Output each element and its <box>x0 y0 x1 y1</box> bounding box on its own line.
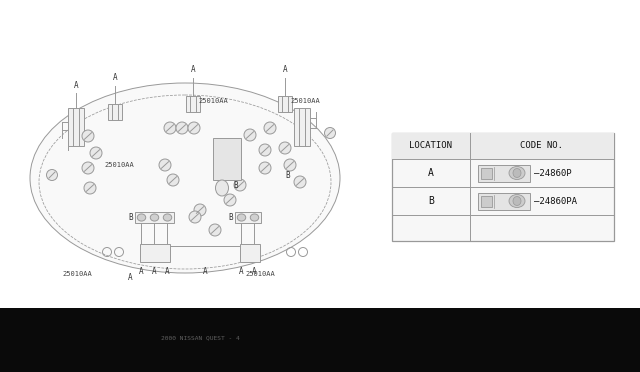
Bar <box>478 192 530 209</box>
Text: A: A <box>164 267 170 276</box>
Ellipse shape <box>216 180 228 196</box>
Circle shape <box>224 194 236 206</box>
Text: 25010AA: 25010AA <box>62 271 92 277</box>
Ellipse shape <box>150 214 159 221</box>
Circle shape <box>176 122 188 134</box>
Text: A: A <box>239 267 243 276</box>
Text: B: B <box>428 196 434 206</box>
Text: A: A <box>428 168 434 178</box>
Text: A: A <box>252 267 256 276</box>
Text: B: B <box>233 180 237 189</box>
Ellipse shape <box>163 214 172 221</box>
Circle shape <box>82 130 94 142</box>
Ellipse shape <box>30 83 340 273</box>
Circle shape <box>47 170 58 180</box>
Circle shape <box>189 211 201 223</box>
Bar <box>481 196 492 206</box>
Circle shape <box>234 179 246 191</box>
Bar <box>294 108 310 146</box>
Bar <box>478 164 530 182</box>
Bar <box>235 212 261 223</box>
Text: —24860PA: —24860PA <box>534 196 577 205</box>
Text: A: A <box>113 73 117 82</box>
Bar <box>392 133 614 159</box>
Ellipse shape <box>509 195 525 208</box>
Circle shape <box>244 129 256 141</box>
Bar <box>278 96 292 112</box>
Text: 25010AA: 25010AA <box>245 271 275 277</box>
Bar <box>140 244 170 262</box>
Circle shape <box>264 122 276 134</box>
Circle shape <box>194 204 206 216</box>
Bar <box>240 244 260 262</box>
Text: A: A <box>74 81 78 90</box>
Ellipse shape <box>513 196 521 205</box>
Ellipse shape <box>513 169 521 177</box>
Circle shape <box>279 142 291 154</box>
Bar <box>392 133 614 241</box>
Circle shape <box>84 182 96 194</box>
Text: CODE NO.: CODE NO. <box>520 141 563 151</box>
Text: 25010AA: 25010AA <box>104 162 134 168</box>
Text: A: A <box>203 267 207 276</box>
Circle shape <box>294 176 306 188</box>
Text: A: A <box>191 65 195 74</box>
Circle shape <box>188 122 200 134</box>
Text: LOCATION: LOCATION <box>410 141 452 151</box>
Text: A: A <box>128 273 132 282</box>
Bar <box>213 138 241 180</box>
Circle shape <box>82 162 94 174</box>
Bar <box>186 96 200 112</box>
Text: B: B <box>129 214 133 222</box>
Bar <box>481 167 492 179</box>
Circle shape <box>259 144 271 156</box>
Text: A: A <box>139 267 143 276</box>
Circle shape <box>324 128 335 138</box>
Circle shape <box>159 159 171 171</box>
Bar <box>135 212 174 223</box>
Ellipse shape <box>509 167 525 180</box>
Polygon shape <box>0 308 640 372</box>
Circle shape <box>284 159 296 171</box>
Circle shape <box>209 224 221 236</box>
Circle shape <box>164 122 176 134</box>
Text: B: B <box>285 170 290 180</box>
Bar <box>68 108 84 146</box>
Circle shape <box>259 162 271 174</box>
Text: A: A <box>283 65 287 74</box>
Ellipse shape <box>237 214 246 221</box>
Ellipse shape <box>137 214 146 221</box>
Text: 25010AA: 25010AA <box>198 98 228 104</box>
Text: —24860P: —24860P <box>534 169 572 177</box>
Circle shape <box>90 147 102 159</box>
Text: B: B <box>228 214 233 222</box>
Text: 25010AA: 25010AA <box>290 98 320 104</box>
Text: 2000 NISSAN QUEST - 4: 2000 NISSAN QUEST - 4 <box>161 336 239 340</box>
Text: A: A <box>152 267 156 276</box>
Ellipse shape <box>250 214 259 221</box>
Bar <box>108 104 122 120</box>
Circle shape <box>167 174 179 186</box>
